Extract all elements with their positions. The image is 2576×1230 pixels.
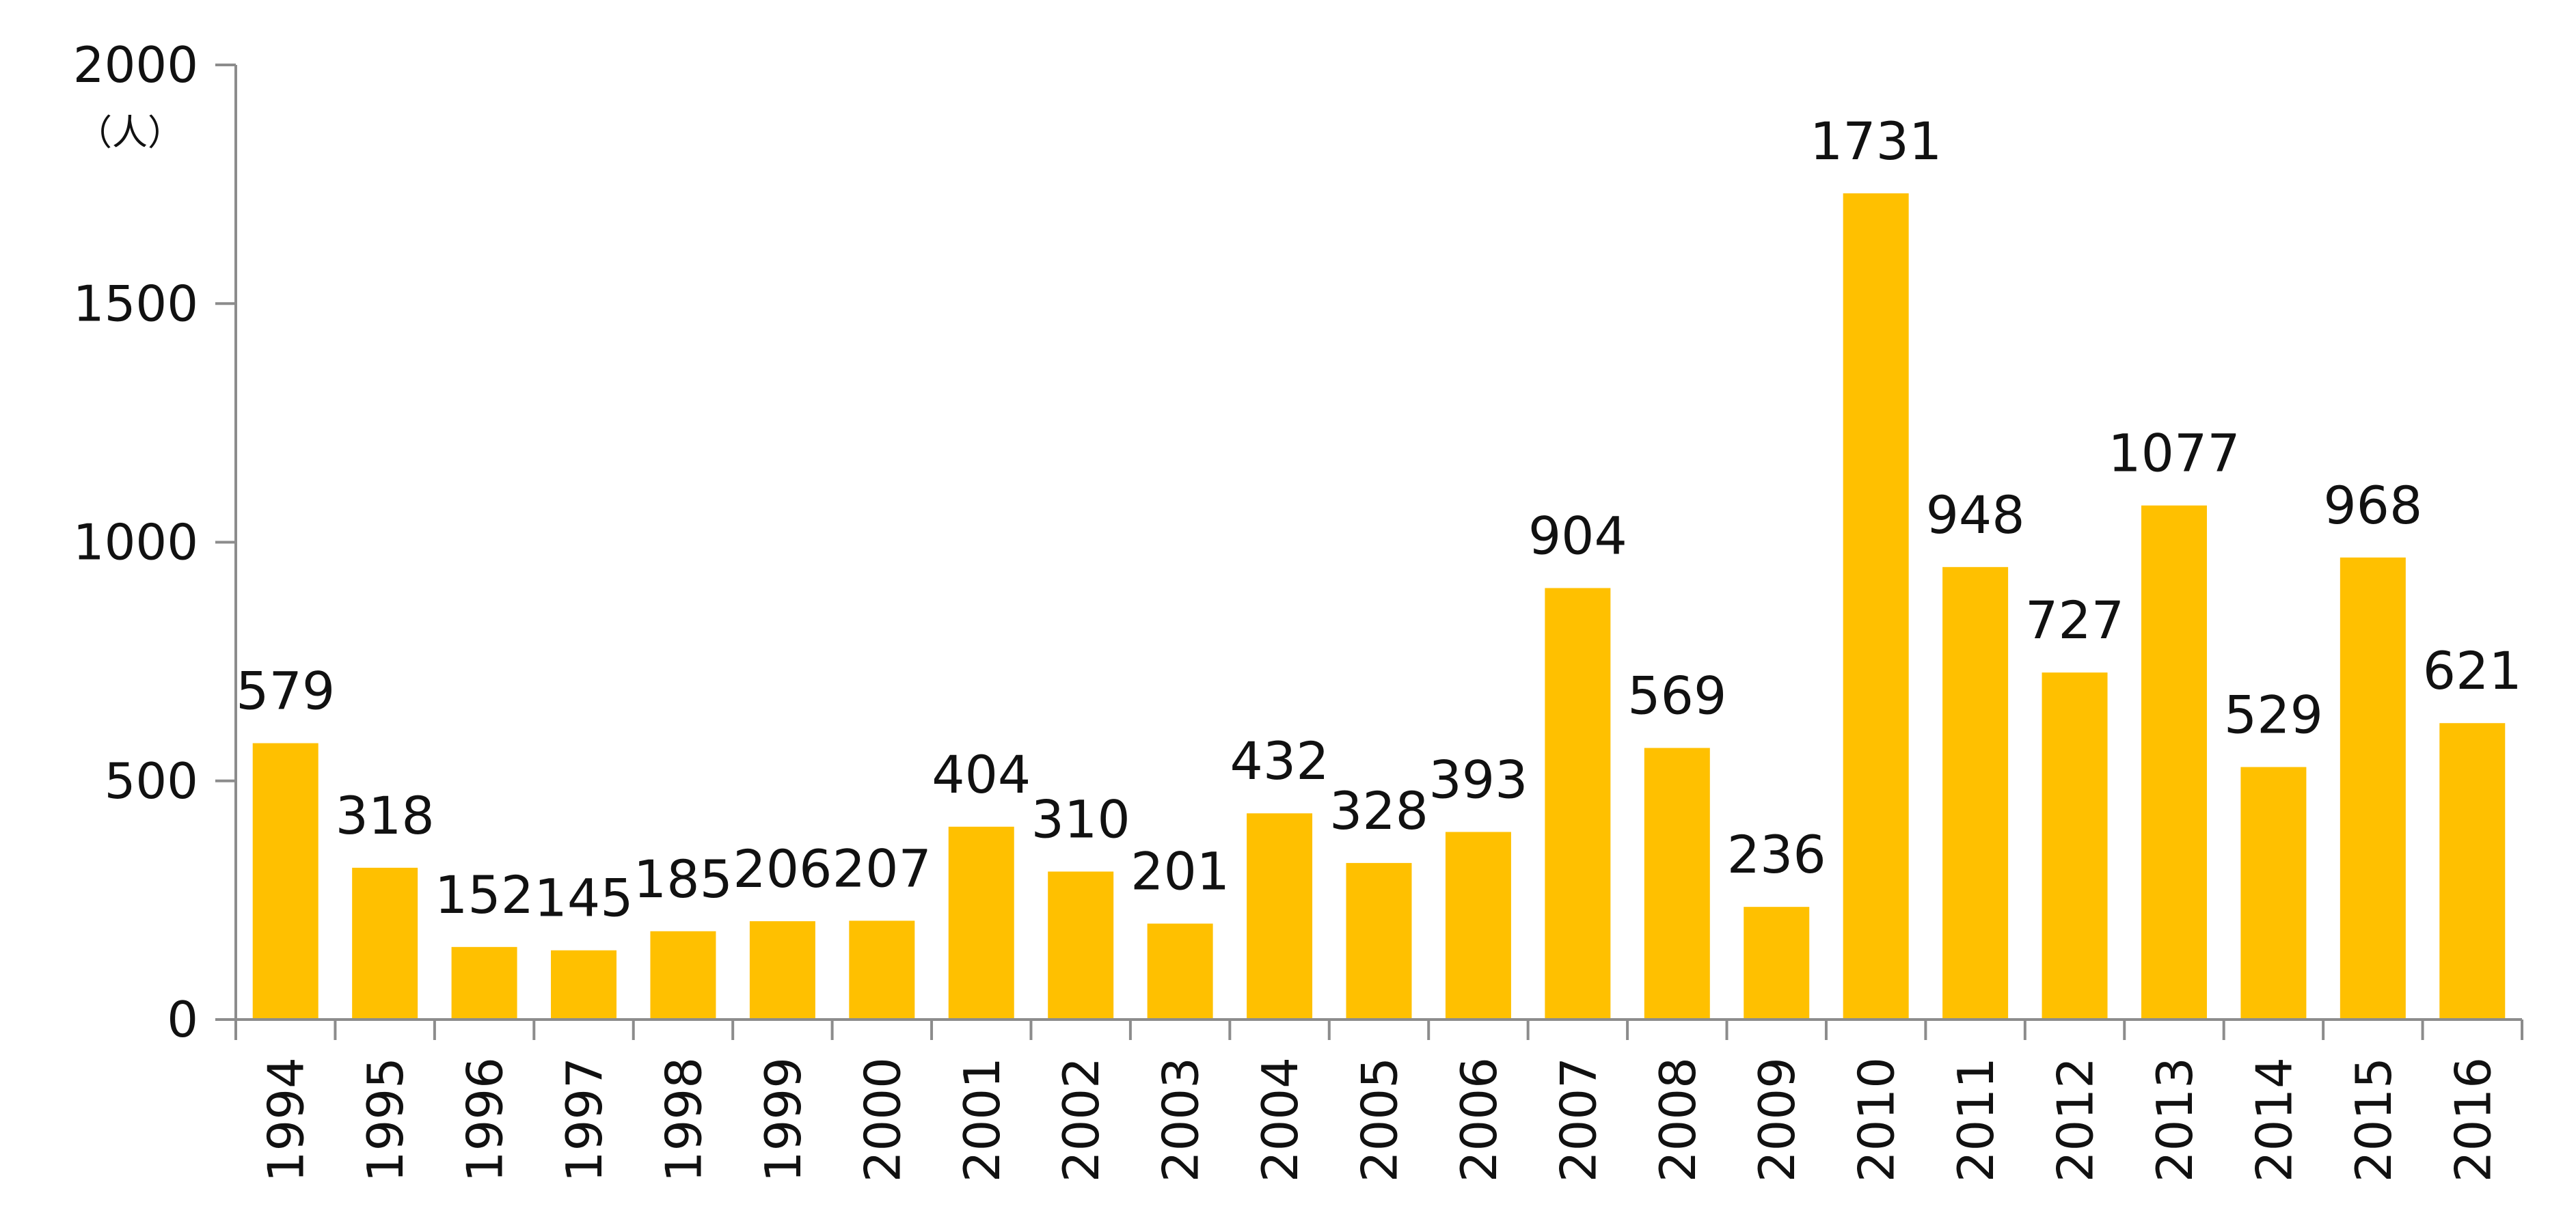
data-label-2004: 432 bbox=[1230, 730, 1329, 791]
x-tick-label-2004: 2004 bbox=[1251, 1057, 1309, 1182]
bar-1994 bbox=[252, 743, 318, 1020]
data-label-2011: 948 bbox=[1926, 484, 2025, 545]
data-label-2014: 529 bbox=[2224, 684, 2323, 745]
bar-2001 bbox=[948, 826, 1014, 1020]
x-tick-label-1995: 1995 bbox=[357, 1057, 414, 1182]
bar-2009 bbox=[1744, 907, 1810, 1020]
bar-1998 bbox=[650, 931, 716, 1020]
data-label-2010: 1731 bbox=[1810, 111, 1942, 172]
x-tick-label-2003: 2003 bbox=[1152, 1057, 1210, 1182]
data-label-2003: 201 bbox=[1130, 841, 1230, 902]
bar-1997 bbox=[551, 950, 617, 1020]
bar-2008 bbox=[1644, 748, 1710, 1020]
y-tick-label: 0 bbox=[167, 991, 198, 1048]
x-tick-label-2011: 2011 bbox=[1947, 1057, 2005, 1182]
data-label-2006: 393 bbox=[1428, 749, 1528, 810]
data-label-2000: 207 bbox=[832, 838, 932, 899]
bar-2014 bbox=[2240, 767, 2307, 1020]
bar-2003 bbox=[1147, 923, 1213, 1020]
bar-2005 bbox=[1346, 862, 1412, 1020]
y-axis: 0 500 1000 1500 2000 bbox=[73, 36, 237, 1048]
bar-2015 bbox=[2340, 557, 2406, 1020]
x-tick-label-2007: 2007 bbox=[1549, 1057, 1607, 1182]
x-tick-label-2009: 2009 bbox=[1748, 1057, 1806, 1182]
bar-2004 bbox=[1247, 813, 1313, 1020]
x-tick-label-2012: 2012 bbox=[2047, 1057, 2104, 1182]
bars bbox=[252, 193, 2506, 1020]
data-label-2009: 236 bbox=[1727, 824, 1826, 885]
bar-1996 bbox=[451, 946, 517, 1020]
x-tick-label-2014: 2014 bbox=[2245, 1057, 2303, 1182]
data-label-1998: 185 bbox=[634, 849, 733, 910]
x-tick-label-2008: 2008 bbox=[1649, 1057, 1707, 1182]
bar-2012 bbox=[2042, 672, 2108, 1020]
bar-2002 bbox=[1048, 871, 1114, 1020]
bar-2000 bbox=[849, 920, 915, 1020]
data-label-2008: 569 bbox=[1627, 666, 1726, 726]
bar-2016 bbox=[2439, 723, 2506, 1020]
x-tick-label-2015: 2015 bbox=[2345, 1057, 2402, 1182]
data-label-2013: 1077 bbox=[2108, 423, 2240, 484]
x-tick-label-2016: 2016 bbox=[2444, 1057, 2502, 1182]
x-tick-label-2002: 2002 bbox=[1053, 1057, 1110, 1182]
x-tick-label-1994: 1994 bbox=[258, 1057, 315, 1182]
y-axis-unit-label: （人） bbox=[77, 113, 183, 154]
data-label-1996: 152 bbox=[435, 864, 534, 925]
x-tick-label-2005: 2005 bbox=[1351, 1057, 1409, 1182]
y-tick-label: 500 bbox=[105, 752, 198, 810]
data-label-2001: 404 bbox=[932, 744, 1031, 805]
x-tick-label-2000: 2000 bbox=[854, 1057, 911, 1182]
bar-2013 bbox=[2141, 505, 2207, 1020]
x-axis: 1994 1995 1996 1997 1998 1999 2000 2001 2002 2003… bbox=[234, 1018, 2523, 1182]
x-tick-label-1999: 1999 bbox=[755, 1057, 812, 1182]
data-label-2007: 904 bbox=[1528, 506, 1627, 566]
x-tick-label-2010: 2010 bbox=[1848, 1057, 1906, 1182]
data-label-2005: 328 bbox=[1329, 780, 1428, 841]
data-label-1999: 206 bbox=[733, 838, 832, 899]
bar-2007 bbox=[1545, 588, 1611, 1020]
x-tick-label-2013: 2013 bbox=[2146, 1057, 2204, 1182]
bar-1999 bbox=[749, 921, 815, 1020]
data-label-2002: 310 bbox=[1031, 789, 1130, 849]
y-tick-label: 1000 bbox=[73, 514, 198, 571]
y-tick-label: 2000 bbox=[73, 36, 198, 94]
data-label-2016: 621 bbox=[2423, 640, 2522, 701]
bar-1995 bbox=[352, 867, 418, 1020]
x-tick-label-2001: 2001 bbox=[953, 1057, 1011, 1182]
data-label-2015: 968 bbox=[2323, 475, 2422, 536]
x-tick-label-1997: 1997 bbox=[556, 1057, 613, 1182]
bar-2006 bbox=[1445, 832, 1511, 1020]
data-label-1997: 145 bbox=[534, 868, 633, 929]
x-tick-label-1998: 1998 bbox=[655, 1057, 712, 1182]
x-tick-label-2006: 2006 bbox=[1450, 1057, 1508, 1182]
y-tick-label: 1500 bbox=[73, 275, 198, 332]
bar-2011 bbox=[1942, 566, 2009, 1020]
data-label-1994: 579 bbox=[236, 661, 335, 722]
data-label-1995: 318 bbox=[336, 785, 435, 846]
data-label-2012: 727 bbox=[2025, 590, 2124, 651]
bar-2010 bbox=[1843, 193, 1909, 1020]
x-tick-label-1996: 1996 bbox=[457, 1057, 514, 1182]
